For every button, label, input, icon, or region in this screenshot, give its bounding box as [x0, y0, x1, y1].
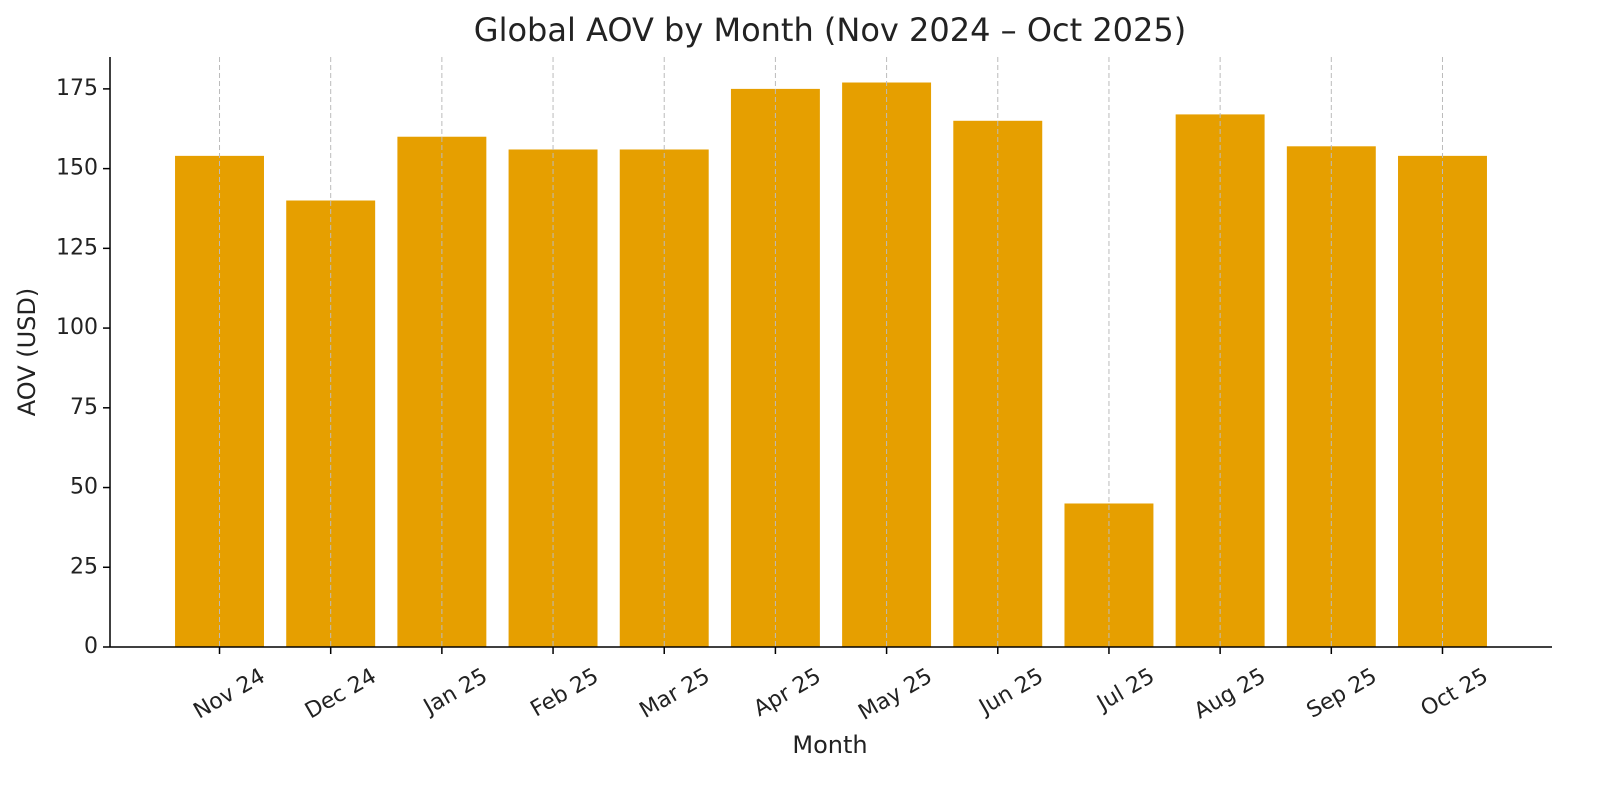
x-tick-label: Mar 25 [635, 664, 714, 724]
y-tick-label: 125 [56, 235, 98, 260]
y-tick-label: 150 [56, 156, 98, 181]
x-tick-label: Dec 24 [301, 664, 381, 724]
y-tick-label: 75 [70, 395, 98, 420]
bar [1064, 503, 1154, 647]
bar [953, 120, 1043, 647]
x-tick-label: Sep 25 [1303, 664, 1382, 724]
y-axis-label: AOV (USD) [13, 288, 41, 417]
y-tick-label: 25 [70, 554, 98, 579]
x-tick-label: Nov 24 [190, 664, 270, 725]
x-tick-label: Aug 25 [1190, 664, 1270, 725]
x-tick-label: May 25 [854, 664, 936, 726]
x-axis-label: Month [792, 731, 867, 759]
x-tick-label: Feb 25 [527, 664, 604, 723]
y-tick-label: 0 [84, 634, 98, 659]
x-tick-label: Jan 25 [418, 664, 492, 721]
x-tick-label: Oct 25 [1417, 664, 1493, 722]
x-tick-label: Apr 25 [750, 664, 826, 722]
x-tick-label: Jul 25 [1091, 664, 1159, 717]
y-tick-label: 100 [56, 315, 98, 340]
y-tick-label: 50 [70, 475, 98, 500]
x-tick-label: Jun 25 [973, 664, 1047, 721]
y-tick-label: 175 [56, 76, 98, 101]
chart-title: Global AOV by Month (Nov 2024 – Oct 2025… [474, 11, 1186, 49]
